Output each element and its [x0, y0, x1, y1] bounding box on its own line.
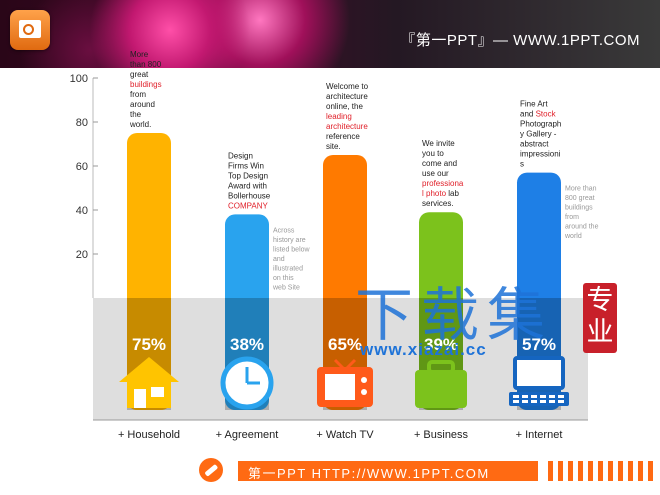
- annotation-side-line: around the: [565, 224, 599, 231]
- annotation-line: buildings: [130, 80, 162, 89]
- annotation-line: professiona: [422, 179, 464, 188]
- annotation-line: architecture: [326, 92, 368, 101]
- computer-icon: [509, 356, 569, 406]
- footer-text: 第一PPT HTTP://WWW.1PPT.COM: [248, 466, 490, 481]
- annotation-line: reference: [326, 132, 360, 141]
- annotation-line: the: [130, 110, 142, 119]
- watermark-url: www.xiazai.cc: [360, 340, 487, 359]
- bar-value-label: 38%: [230, 335, 264, 354]
- annotation-line: great: [130, 70, 149, 79]
- annotation-line: s: [520, 160, 524, 169]
- annotation-line: Firms Win: [228, 161, 264, 170]
- annotation-line: site.: [326, 142, 341, 151]
- annotation-line: than 800: [130, 60, 162, 69]
- annotation-line: We invite: [422, 139, 455, 148]
- house-icon: [119, 357, 179, 408]
- category-label: + Household: [118, 429, 180, 441]
- annotation-line: around: [130, 100, 155, 109]
- annotation-line: l photo lab: [422, 189, 459, 198]
- annotation-line: online, the: [326, 102, 363, 111]
- ppt-logo-icon: [10, 10, 50, 50]
- annotation-side-line: web Site: [272, 284, 300, 291]
- briefcase-icon: [415, 360, 467, 408]
- annotation-side-line: and: [273, 256, 285, 263]
- tv-icon: [317, 358, 373, 407]
- bar-value-label: 65%: [328, 335, 362, 354]
- annotation-side-line: listed below: [273, 246, 311, 253]
- header-title: 『第一PPT』— WWW.1PPT.COM: [400, 32, 640, 49]
- annotation-line: come and: [422, 159, 457, 168]
- annotation-side-line: world: [564, 233, 582, 240]
- footer-stripes: [548, 461, 656, 481]
- y-tick-label: 60: [76, 161, 88, 173]
- annotation-side-line: from: [565, 214, 579, 221]
- annotation-side-line: on this: [273, 275, 294, 282]
- annotation-side-line: illustrated: [273, 265, 303, 272]
- annotation-line: COMPANY: [228, 201, 269, 210]
- category-label: + Internet: [516, 429, 563, 441]
- pencil-icon: [199, 458, 223, 482]
- annotation-line: impressioni: [520, 150, 561, 159]
- annotation-line: services.: [422, 199, 454, 208]
- bar-1: [127, 133, 171, 410]
- header-banner: 『第一PPT』— WWW.1PPT.COM: [0, 0, 660, 68]
- y-tick-label: 40: [76, 205, 88, 217]
- bar-3: [323, 155, 367, 410]
- y-tick-label: 20: [76, 249, 88, 261]
- annotation-line: Bollerhouse: [228, 191, 271, 200]
- annotation-line: leading: [326, 112, 352, 121]
- bar-value-label: 75%: [132, 335, 166, 354]
- annotation-line: use our: [422, 169, 449, 178]
- annotation-line: from: [130, 90, 146, 99]
- annotation-side-line: history are: [273, 237, 306, 244]
- annotation-line: Design: [228, 151, 253, 160]
- clock-icon: [220, 356, 274, 410]
- annotation-line: y Gallery -: [520, 130, 557, 139]
- footer-strip: [238, 461, 538, 481]
- annotation-line: abstract: [520, 140, 549, 149]
- annotation-line: Fine Art: [520, 100, 548, 109]
- y-tick-label: 100: [70, 73, 88, 85]
- annotation-line: you to: [422, 149, 444, 158]
- bar-5: [517, 172, 561, 410]
- seal-text: 专业: [586, 285, 614, 348]
- annotation-line: Photograph: [520, 120, 561, 129]
- annotation-line: Welcome to: [326, 82, 369, 91]
- category-label: + Watch TV: [316, 429, 374, 441]
- category-label: + Agreement: [216, 429, 279, 441]
- annotation-line: Award with: [228, 181, 267, 190]
- seal-stamp: 专业: [583, 283, 617, 353]
- annotation-line: More: [130, 50, 149, 59]
- category-label: + Business: [414, 429, 469, 441]
- annotation-side-line: More than: [565, 186, 597, 193]
- annotation-line: architecture: [326, 122, 368, 131]
- watermark-text: 下载集: [355, 281, 554, 349]
- annotation-line: world.: [129, 120, 151, 129]
- annotation-line: Top Design: [228, 171, 268, 180]
- annotation-side-line: 800 great: [565, 195, 595, 202]
- y-tick-label: 80: [76, 117, 88, 129]
- annotation-side-line: Across: [273, 227, 295, 234]
- bar-value-label: 39%: [424, 335, 458, 354]
- annotation-line: and Stock: [520, 110, 557, 119]
- bar-shadow: [517, 298, 561, 410]
- bar-value-label: 57%: [522, 335, 556, 354]
- annotation-side-line: buildings: [565, 205, 593, 212]
